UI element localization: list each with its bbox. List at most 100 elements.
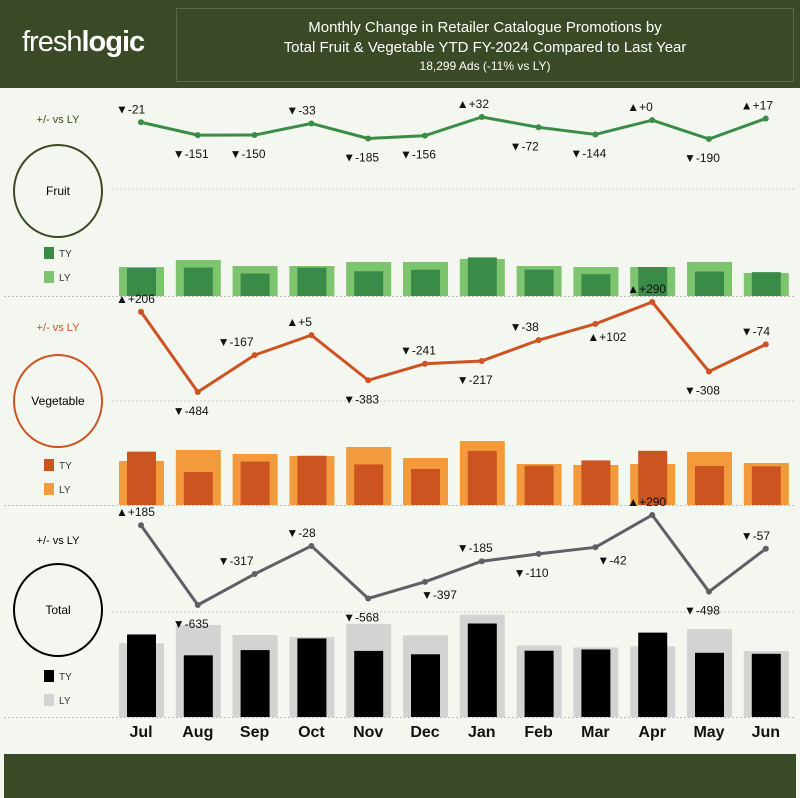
data-label: ▼-397 [421, 588, 457, 602]
freshlogic-logo: freshlogic [22, 26, 145, 59]
x-tick-label: Oct [298, 724, 325, 741]
bar-ty [638, 632, 668, 717]
data-label: ▼-150 [230, 147, 266, 161]
change-point [478, 558, 485, 565]
x-tick-label: Sep [240, 724, 270, 741]
bar-ty [751, 272, 781, 296]
data-label: ▲+290 [627, 282, 666, 296]
bar-ty [695, 652, 724, 717]
data-label: ▼-144 [570, 146, 606, 160]
change-point [308, 542, 315, 549]
change-point [478, 357, 485, 364]
data-label: ▲+32 [457, 97, 490, 111]
data-label: ▼-74 [741, 324, 771, 338]
data-label: ▼-72 [510, 139, 540, 153]
x-tick-label: Mar [581, 724, 609, 741]
change-point [649, 117, 656, 124]
legend-swatch-ty [44, 670, 54, 682]
line-label: +/- vs LY [37, 322, 81, 334]
bar-ty [127, 451, 156, 505]
legend-label-ty: TY [59, 672, 72, 683]
header-bar: freshlogic Monthly Change in Retailer Ca… [0, 0, 800, 88]
data-label: ▼-568 [343, 610, 379, 624]
data-label: ▼-185 [343, 151, 379, 165]
data-label: ▼-383 [343, 392, 379, 406]
data-label: ▼-33 [286, 103, 316, 117]
legend-label-ty: TY [59, 461, 72, 472]
change-point [592, 544, 599, 551]
change-point [365, 377, 372, 384]
data-label: ▼-317 [218, 554, 254, 568]
chart-title-line1: Monthly Change in Retailer Catalogue Pro… [308, 19, 662, 36]
line-label: +/- vs LY [37, 535, 81, 547]
x-tick-label: Jun [752, 724, 780, 741]
bar-ty [751, 466, 781, 505]
change-point [422, 360, 428, 367]
data-label: ▼-190 [684, 151, 720, 165]
data-label: ▲+17 [741, 98, 774, 112]
bar-ty [524, 269, 554, 296]
data-label: ▼-241 [400, 344, 436, 358]
bar-ty [467, 257, 497, 296]
bar-ty [467, 623, 497, 717]
bar-ty [581, 460, 611, 505]
data-label: ▼-151 [173, 147, 209, 161]
legend-label-ly: LY [59, 485, 71, 496]
x-tick-label: Dec [410, 724, 439, 741]
change-point [422, 578, 428, 585]
bar-ty [751, 653, 781, 717]
change-point [194, 602, 201, 608]
footer-bar [4, 754, 796, 798]
title-box: Monthly Change in Retailer Catalogue Pro… [176, 8, 794, 82]
bar-ty [581, 274, 611, 296]
bar-ty [411, 654, 440, 717]
x-tick-label: Feb [524, 724, 553, 741]
change-line [140, 115, 767, 141]
data-label: ▼-484 [173, 404, 209, 418]
change-point [535, 124, 542, 131]
change-point [251, 132, 258, 139]
chart-subtitle: 18,299 Ads (-11% vs LY) [419, 59, 551, 73]
bar-ty [183, 267, 213, 296]
change-point [649, 512, 656, 518]
change-point [535, 337, 542, 344]
change-point [706, 588, 712, 595]
change-line [139, 300, 767, 394]
bar-ty [127, 634, 156, 717]
legend-swatch-ty [44, 247, 54, 259]
data-label: ▼-167 [218, 335, 254, 349]
bar-ty [524, 650, 554, 717]
bar-ty [581, 649, 611, 717]
change-point [706, 368, 712, 375]
x-tick-label: May [693, 724, 724, 741]
change-point [308, 332, 315, 339]
bar-ty [638, 450, 668, 505]
x-tick-label: Nov [353, 724, 383, 741]
panel-circle [13, 354, 103, 448]
chart-title-line2: Total Fruit & Vegetable YTD FY-2024 Comp… [283, 39, 687, 56]
bar-ty [411, 468, 440, 505]
change-point [194, 389, 201, 395]
change-point [762, 115, 769, 122]
change-point [138, 119, 144, 126]
panel-label: Total [45, 603, 70, 617]
x-tick-label: Jan [468, 724, 496, 741]
x-tick-label: Aug [182, 724, 213, 741]
data-label: ▼-110 [514, 566, 549, 580]
data-label: ▲+290 [627, 495, 666, 509]
bar-ty [638, 267, 668, 296]
bar-ty [354, 464, 384, 505]
data-label: ▼-57 [741, 529, 771, 543]
change-line [139, 513, 767, 607]
change-point [138, 522, 144, 529]
change-point [194, 132, 201, 139]
change-point [535, 550, 542, 557]
bar-ty [467, 450, 497, 505]
change-point [649, 299, 656, 305]
change-point [251, 571, 258, 578]
data-label: ▲+5 [286, 315, 312, 329]
legend-label-ly: LY [59, 696, 71, 707]
change-point [478, 114, 485, 120]
change-point [365, 595, 372, 602]
